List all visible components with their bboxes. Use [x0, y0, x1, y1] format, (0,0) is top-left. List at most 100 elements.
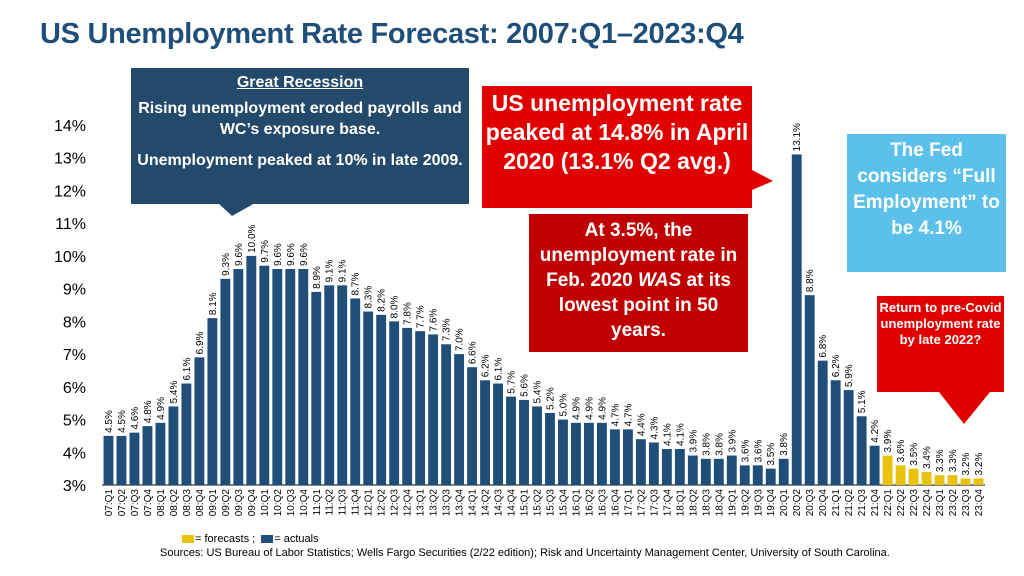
bar-value-label: 7.6% — [429, 309, 440, 332]
bar — [947, 475, 958, 485]
x-tick-label: 19:Q3 — [753, 489, 764, 517]
x-tick-label: 22:Q2 — [896, 489, 907, 517]
bar-value-label: 6.6% — [468, 341, 479, 364]
bar-value-label: 6.2% — [831, 354, 842, 377]
bar — [830, 380, 841, 485]
record-low-text-2: at its lowest point in 50 years. — [558, 270, 731, 341]
x-tick-label: 20:Q4 — [818, 489, 829, 517]
bar-value-label: 4.9% — [584, 397, 595, 420]
pre-covid-text: Return to pre-Covid unemployment rate by… — [879, 300, 1002, 347]
bar-value-label: 4.1% — [675, 423, 686, 446]
bar — [441, 344, 452, 485]
bar — [571, 422, 581, 485]
pre-covid-callout: Return to pre-Covid unemployment rate by… — [877, 296, 1004, 392]
bar-value-label: 8.8% — [805, 269, 816, 292]
x-tick-label: 19:Q2 — [740, 489, 751, 517]
recession-text-2: Unemployment peaked at 10% in late 2009. — [137, 152, 463, 169]
x-tick-label: 16:Q3 — [597, 489, 608, 517]
bar — [454, 354, 465, 485]
record-low-callout: At 3.5%, the unemployment rate in Feb. 2… — [529, 214, 748, 352]
y-tick-label: 6% — [63, 380, 86, 397]
x-tick-label: 15:Q3 — [545, 489, 556, 517]
y-tick-label: 7% — [63, 347, 86, 364]
bar — [960, 478, 971, 485]
x-tick-label: 10:Q3 — [286, 489, 297, 517]
recession-callout-pointer — [218, 203, 255, 216]
bar — [596, 422, 607, 485]
y-tick-label: 10% — [54, 249, 86, 266]
bar — [869, 445, 880, 485]
x-tick-label: 10:Q4 — [299, 489, 310, 517]
bar-value-label: 9.6% — [234, 243, 245, 266]
x-tick-label: 13:Q2 — [429, 489, 440, 517]
bar-value-label: 9.3% — [221, 253, 232, 276]
bar-value-label: 7.7% — [416, 305, 427, 328]
x-tick-label: 14:Q3 — [494, 489, 505, 517]
recession-text-1: Rising unemployment eroded payrolls and … — [138, 100, 462, 138]
bar — [700, 458, 711, 485]
bar — [350, 298, 361, 485]
bar-value-label: 5.2% — [545, 387, 556, 410]
bar-value-label: 9.7% — [260, 240, 271, 263]
full-employment-text: The Fed considers “Full Employment” to b… — [853, 140, 1000, 239]
x-tick-label: 16:Q2 — [584, 489, 595, 517]
bar-value-label: 3.3% — [948, 449, 959, 472]
bar — [895, 465, 906, 485]
bar — [311, 291, 322, 485]
bar-value-label: 9.6% — [286, 243, 297, 266]
bar-value-label: 9.1% — [338, 259, 349, 282]
covid-peak-text: US unemployment rate peaked at 14.8% in … — [485, 90, 749, 174]
bar-value-label: 6.9% — [195, 331, 206, 354]
x-tick-label: 10:Q2 — [273, 489, 284, 517]
x-tick-label: 14:Q1 — [468, 489, 479, 517]
bar-value-label: 3.2% — [961, 453, 972, 476]
bar-value-label: 8.2% — [377, 289, 388, 312]
recession-heading: Great Recession — [236, 74, 364, 91]
legend-forecast-label: = forecasts ; — [195, 533, 256, 545]
covid-peak-callout: US unemployment rate peaked at 14.8% in … — [482, 86, 752, 208]
x-tick-label: 14:Q2 — [481, 489, 492, 517]
bar-value-label: 5.1% — [857, 390, 868, 413]
x-tick-label: 08:Q2 — [169, 489, 180, 517]
bar-value-label: 3.8% — [779, 433, 790, 456]
bar-value-label: 3.8% — [714, 433, 725, 456]
bar — [337, 285, 348, 485]
bar — [726, 455, 737, 485]
bar — [752, 465, 763, 485]
x-tick-label: 20:Q3 — [805, 489, 816, 517]
peak-callout-pointer — [752, 170, 773, 190]
x-tick-label: 20:Q1 — [779, 489, 790, 517]
y-tick-label: 12% — [54, 183, 86, 200]
x-tick-label: 16:Q4 — [610, 489, 621, 517]
bar — [194, 357, 205, 485]
x-tick-label: 21:Q2 — [844, 489, 855, 517]
bar — [168, 406, 179, 485]
bar-value-label: 3.6% — [896, 439, 907, 462]
y-tick-label: 14% — [54, 118, 86, 135]
x-tick-label: 13:Q4 — [455, 489, 466, 517]
x-tick-label: 08:Q1 — [156, 489, 167, 517]
x-tick-label: 12:Q4 — [403, 489, 414, 517]
y-tick-label: 11% — [55, 216, 86, 233]
x-tick-label: 08:Q3 — [182, 489, 193, 517]
bar-value-label: 9.6% — [273, 243, 284, 266]
x-tick-label: 07:Q1 — [104, 489, 115, 517]
bar — [493, 383, 503, 485]
bar-value-label: 4.7% — [610, 403, 621, 426]
x-tick-label: 11:Q3 — [338, 489, 349, 516]
bar — [467, 367, 478, 485]
bar — [402, 327, 413, 485]
bar — [778, 458, 789, 485]
x-tick-label: 17:Q3 — [649, 489, 660, 517]
bar-value-label: 6.1% — [182, 358, 193, 381]
bar-value-label: 4.4% — [636, 413, 647, 436]
x-tick-label: 18:Q4 — [714, 489, 725, 517]
bar — [129, 432, 140, 485]
bar — [480, 380, 491, 485]
legend-actual-label: = actuals — [274, 533, 319, 545]
bar-value-label: 4.3% — [649, 417, 660, 440]
bar — [220, 278, 231, 485]
bar-value-label: 5.7% — [507, 371, 518, 394]
bar — [908, 468, 919, 485]
actual-swatch — [261, 535, 274, 543]
